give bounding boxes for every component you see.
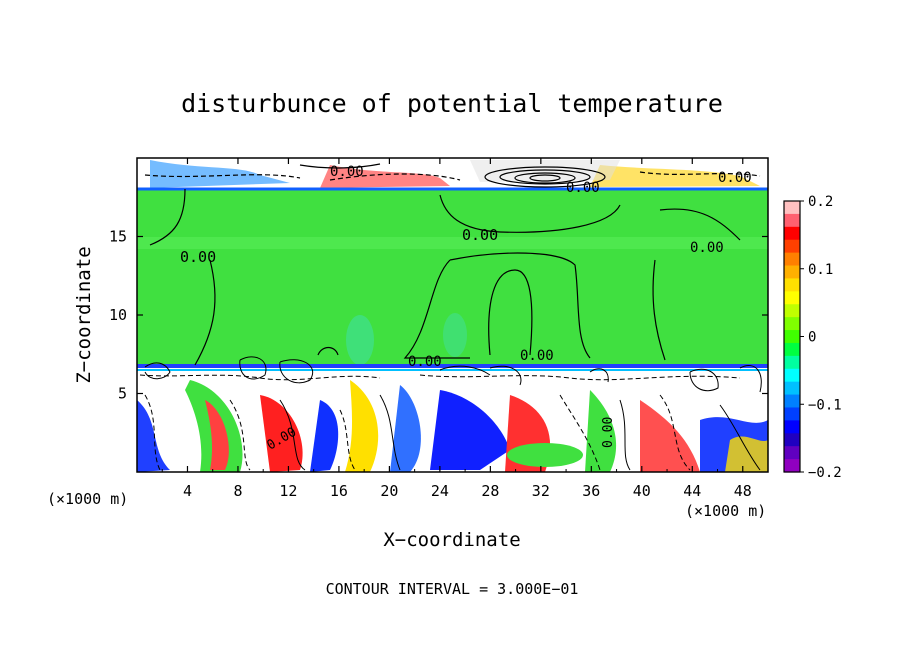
lower-contours xyxy=(139,356,762,471)
contour-label: 0.00 xyxy=(690,240,724,256)
x-tick-label: 48 xyxy=(734,482,752,500)
colorbar-swatch xyxy=(784,459,800,473)
contour-label: 0.00 xyxy=(601,417,616,448)
x-tick-label: 44 xyxy=(683,482,701,500)
colorbar-tick-label: −0.2 xyxy=(808,465,842,481)
x-unit-right: (×1000 m) xyxy=(685,502,766,520)
colorbar-swatch xyxy=(784,342,800,357)
colorbar-swatch xyxy=(784,226,800,241)
colorbar-swatch xyxy=(784,330,800,344)
colorbar: 0.2 0.1 0 −0.1 −0.2 xyxy=(783,194,842,481)
x-tick-label: 8 xyxy=(233,482,242,500)
x-tick-label: 20 xyxy=(380,482,398,500)
y-axis-label: Z−coordinate xyxy=(73,246,95,383)
x-axis-label: X−coordinate xyxy=(383,529,520,551)
x-tick-label: 32 xyxy=(532,482,550,500)
colorbar-swatch xyxy=(784,446,800,460)
contour-label: 0.00 xyxy=(566,180,600,196)
x-tick-label: 28 xyxy=(481,482,499,500)
contour-interval-footer: CONTOUR INTERVAL = 3.000E−01 xyxy=(326,580,579,598)
contour-line xyxy=(403,259,470,359)
contour-line xyxy=(488,269,533,356)
x-tick-label: 24 xyxy=(431,482,449,500)
lower-color xyxy=(390,385,421,472)
contour-label: 0.00 xyxy=(462,226,498,244)
colorbar-swatch xyxy=(784,278,800,292)
cyan-patch xyxy=(346,315,374,365)
contour-line xyxy=(659,208,741,241)
upper-color xyxy=(150,160,290,188)
contour-label: 0.00 xyxy=(718,170,752,186)
lower-color xyxy=(345,380,379,472)
x-tick-label: 40 xyxy=(633,482,651,500)
colorbar-swatch xyxy=(784,317,800,331)
contour-labels: 0.00 0.00 0.00 0.00 0.00 0.00 0.00 0.00 … xyxy=(180,164,752,453)
colorbar-swatch xyxy=(784,394,800,409)
colorbar-swatch xyxy=(784,252,800,267)
lower-color xyxy=(205,400,229,470)
lower-color xyxy=(640,400,700,472)
colorbar-swatch xyxy=(784,304,800,318)
contour-label: 0.00 xyxy=(408,354,442,370)
contour-line xyxy=(194,259,216,366)
x-tick-label: 36 xyxy=(582,482,600,500)
lower-color xyxy=(137,400,170,472)
colorbar-swatch xyxy=(784,433,800,447)
upper-color xyxy=(470,160,620,182)
colorbar-swatch xyxy=(784,368,800,383)
chart-title: disturbunce of potential temperature xyxy=(181,89,723,118)
lower-color xyxy=(310,400,339,472)
plot-area xyxy=(137,158,768,472)
colorbar-tick-label: 0.2 xyxy=(808,194,833,210)
colorbar-swatch xyxy=(784,201,800,215)
colorbar-swatch xyxy=(784,265,800,280)
colorbar-swatch xyxy=(784,420,800,434)
upper-color xyxy=(590,165,760,187)
lower-color xyxy=(725,436,768,472)
x-unit-left: (×1000 m) xyxy=(47,490,128,508)
colorbar-swatch xyxy=(784,381,800,396)
x-tick-label: 12 xyxy=(279,482,297,500)
lower-color xyxy=(430,390,510,470)
colorbar-swatch xyxy=(784,239,800,254)
lower-color xyxy=(260,395,303,472)
contour-label: 0.00 xyxy=(330,164,364,180)
colorbar-tick-label: −0.1 xyxy=(808,397,842,413)
contour-line xyxy=(317,346,339,356)
lower-color xyxy=(507,443,583,467)
contour-line xyxy=(439,194,621,233)
colorbar-tick-label: 0.1 xyxy=(808,262,833,278)
colorbar-swatch xyxy=(784,213,800,228)
contour-line xyxy=(652,259,666,361)
colorbar-tick-label: 0 xyxy=(808,330,816,346)
colorbar-swatch xyxy=(784,355,800,370)
colorbar-swatch xyxy=(784,291,800,305)
contour-label: 0.00 xyxy=(520,348,554,364)
quiet-band-light xyxy=(137,237,768,249)
contour-line xyxy=(149,188,186,246)
upper-contours xyxy=(144,163,761,188)
contour-label: 0.00 xyxy=(180,248,216,266)
y-tick-label: 10 xyxy=(109,306,127,324)
contour-line xyxy=(449,252,591,359)
x-tick-label: 4 xyxy=(183,482,192,500)
cyan-patch xyxy=(443,313,467,357)
y-tick-label: 5 xyxy=(118,385,127,403)
x-tick-label: 16 xyxy=(330,482,348,500)
y-tick-label: 15 xyxy=(109,228,127,246)
upper-color xyxy=(320,165,450,188)
colorbar-swatch xyxy=(784,407,800,421)
